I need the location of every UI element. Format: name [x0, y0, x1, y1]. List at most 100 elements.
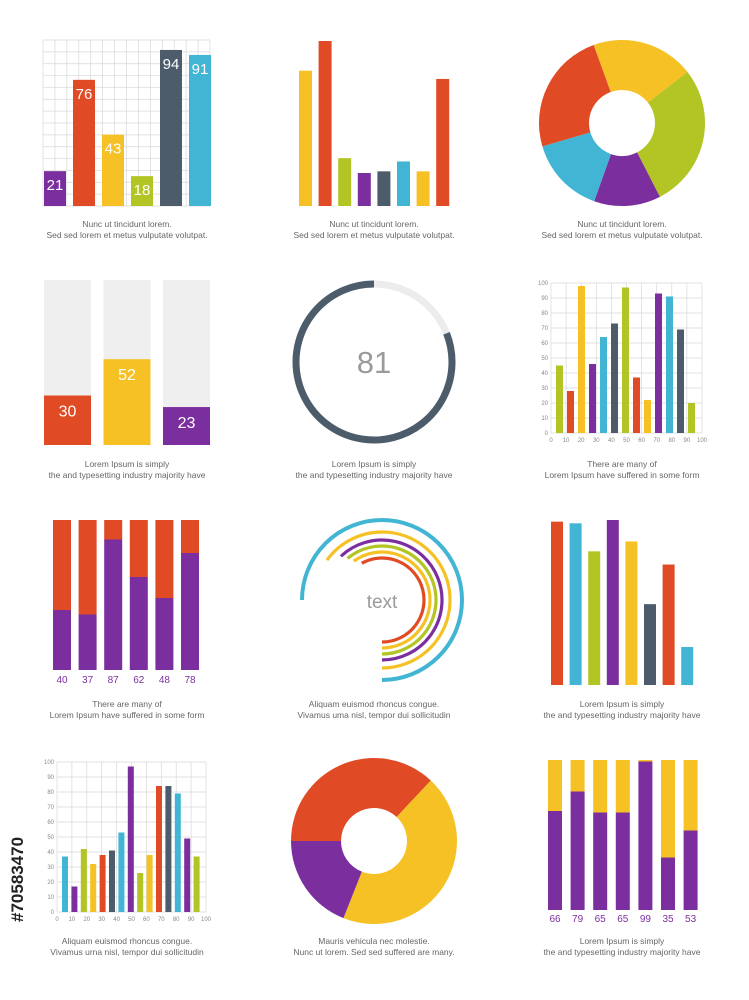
x-tick-label: 20	[83, 917, 90, 923]
caption-line: Sed sed lorem et metus vulputate volutpa…	[293, 230, 454, 240]
bar-segment-lower	[78, 614, 97, 670]
caption-line: Lorem Ipsum is simply	[580, 699, 665, 709]
x-tick-label: 30	[593, 438, 600, 444]
bar-category-label: 78	[184, 675, 196, 686]
bar	[165, 786, 172, 912]
gauge-value: 81	[357, 345, 391, 380]
bar-category-label: 53	[685, 914, 697, 925]
bar	[90, 864, 97, 912]
bar-category-label: 65	[617, 914, 629, 925]
caption-line: Aliquam euismod rhoncus congue.	[309, 699, 439, 709]
bar	[622, 287, 629, 433]
bar-segment-upper	[53, 520, 71, 610]
y-tick-label: 20	[47, 880, 54, 886]
caption-line: the and typesetting industry majority ha…	[544, 947, 701, 957]
caption-line: Lorem Ipsum have suffered in some form	[545, 470, 700, 480]
caption-line: Nunc ut tincidunt lorem.	[577, 219, 666, 229]
bar	[578, 286, 585, 433]
radial-arc	[339, 538, 444, 662]
bar	[556, 365, 563, 433]
radial-arc	[360, 556, 426, 644]
bar-category-label: 65	[595, 914, 607, 925]
bar	[62, 856, 68, 912]
bar	[71, 886, 78, 912]
x-tick-label: 50	[128, 917, 135, 923]
bar	[189, 54, 211, 206]
bar-value-label: 18	[134, 182, 151, 199]
bar	[102, 134, 124, 206]
x-tick-label: 60	[638, 438, 645, 444]
radial-label: text	[367, 592, 398, 613]
caption-line: There are many of	[587, 459, 657, 469]
bar	[397, 161, 410, 206]
radial-arc	[346, 544, 438, 656]
bar-segment-lower	[570, 791, 585, 910]
stock-id-text: #70583470	[8, 837, 27, 922]
y-tick-label: 30	[47, 865, 54, 871]
bar	[184, 838, 191, 912]
bar	[416, 171, 430, 206]
radial-arc	[325, 530, 452, 670]
x-tick-label: 80	[173, 917, 180, 923]
bar	[436, 78, 450, 206]
bar	[569, 523, 582, 685]
x-tick-label: 100	[697, 438, 708, 444]
bar	[73, 79, 95, 206]
bar-segment-lower	[181, 553, 199, 670]
bar	[146, 855, 153, 912]
bar	[193, 856, 200, 912]
bar	[357, 173, 371, 206]
y-tick-label: 100	[44, 760, 55, 766]
bar-value-label: 91	[192, 61, 209, 78]
bar	[662, 564, 675, 685]
bar-segment-upper	[155, 520, 174, 598]
caption-line: Lorem Ipsum is simply	[580, 936, 665, 946]
radial-arc	[352, 550, 432, 650]
caption-line: Nunc ut lorem. Sed sed suffered are many…	[293, 947, 454, 957]
bar	[600, 337, 607, 433]
y-tick-label: 40	[541, 371, 548, 377]
y-tick-label: 80	[541, 311, 548, 317]
bar-segment-lower	[104, 539, 123, 670]
bar-segment-lower	[615, 812, 630, 910]
bar-segment-lower	[155, 598, 174, 670]
bar-segment-upper	[78, 520, 97, 615]
y-tick-label: 70	[47, 805, 54, 811]
y-tick-label: 80	[47, 790, 54, 796]
bar-segment-upper	[570, 760, 585, 792]
bar	[118, 832, 125, 912]
bar	[44, 171, 66, 206]
radial-arc	[300, 518, 464, 682]
bar-segment-upper	[593, 760, 608, 813]
bar-segment-upper	[683, 760, 698, 831]
bar-category-label: 79	[572, 914, 584, 925]
x-tick-label: 50	[623, 438, 630, 444]
bar	[633, 377, 640, 433]
bar	[44, 395, 91, 445]
bar-value-label: 52	[118, 367, 136, 384]
bar	[109, 850, 115, 912]
y-tick-label: 40	[47, 850, 54, 856]
bar	[103, 359, 151, 445]
bar-category-label: 99	[640, 914, 652, 925]
x-tick-label: 10	[563, 438, 570, 444]
caption-line: the and typesetting industry majority ha…	[296, 470, 453, 480]
caption-line: Lorem Ipsum have suffered in some form	[50, 710, 205, 720]
chart-8-radial-arcs: text Aliquam euismod rhoncus congue.Vivam…	[298, 518, 464, 720]
y-tick-label: 60	[47, 820, 54, 826]
bar	[299, 70, 312, 206]
stock-id: #70583470	[8, 837, 27, 922]
y-tick-label: 90	[47, 775, 54, 781]
bar-category-label: 40	[56, 675, 68, 686]
bar	[338, 158, 352, 206]
donut-slice	[593, 40, 688, 103]
bar-value-label: 21	[47, 177, 64, 194]
bar	[688, 403, 695, 433]
x-tick-label: 80	[668, 438, 675, 444]
bar-value-label: 94	[163, 56, 180, 73]
bar	[127, 766, 134, 912]
bar-category-label: 66	[549, 914, 561, 925]
